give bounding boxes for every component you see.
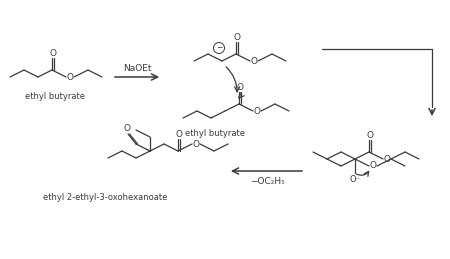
Text: O: O [383, 155, 391, 163]
Text: NaOEt: NaOEt [123, 63, 151, 73]
Text: O: O [234, 32, 240, 41]
Text: O⁻: O⁻ [350, 175, 360, 183]
Text: −OC₂H₅: −OC₂H₅ [250, 176, 284, 185]
Text: O: O [251, 56, 257, 66]
Text: O: O [253, 106, 261, 116]
Text: O: O [366, 131, 373, 140]
Text: ethyl butyrate: ethyl butyrate [185, 128, 245, 138]
Text: O: O [123, 124, 130, 133]
Text: ethyl 2-ethyl-3-oxohexanoate: ethyl 2-ethyl-3-oxohexanoate [43, 192, 167, 202]
Text: O: O [50, 48, 57, 57]
Text: O: O [369, 162, 377, 170]
Text: O: O [67, 73, 73, 82]
Text: O: O [237, 83, 243, 91]
Text: O: O [193, 140, 199, 148]
Text: ethyl butyrate: ethyl butyrate [25, 91, 85, 100]
Text: O: O [176, 130, 183, 139]
Text: −: − [216, 44, 222, 53]
